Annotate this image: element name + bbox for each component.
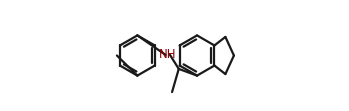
Text: NH: NH	[159, 48, 177, 61]
